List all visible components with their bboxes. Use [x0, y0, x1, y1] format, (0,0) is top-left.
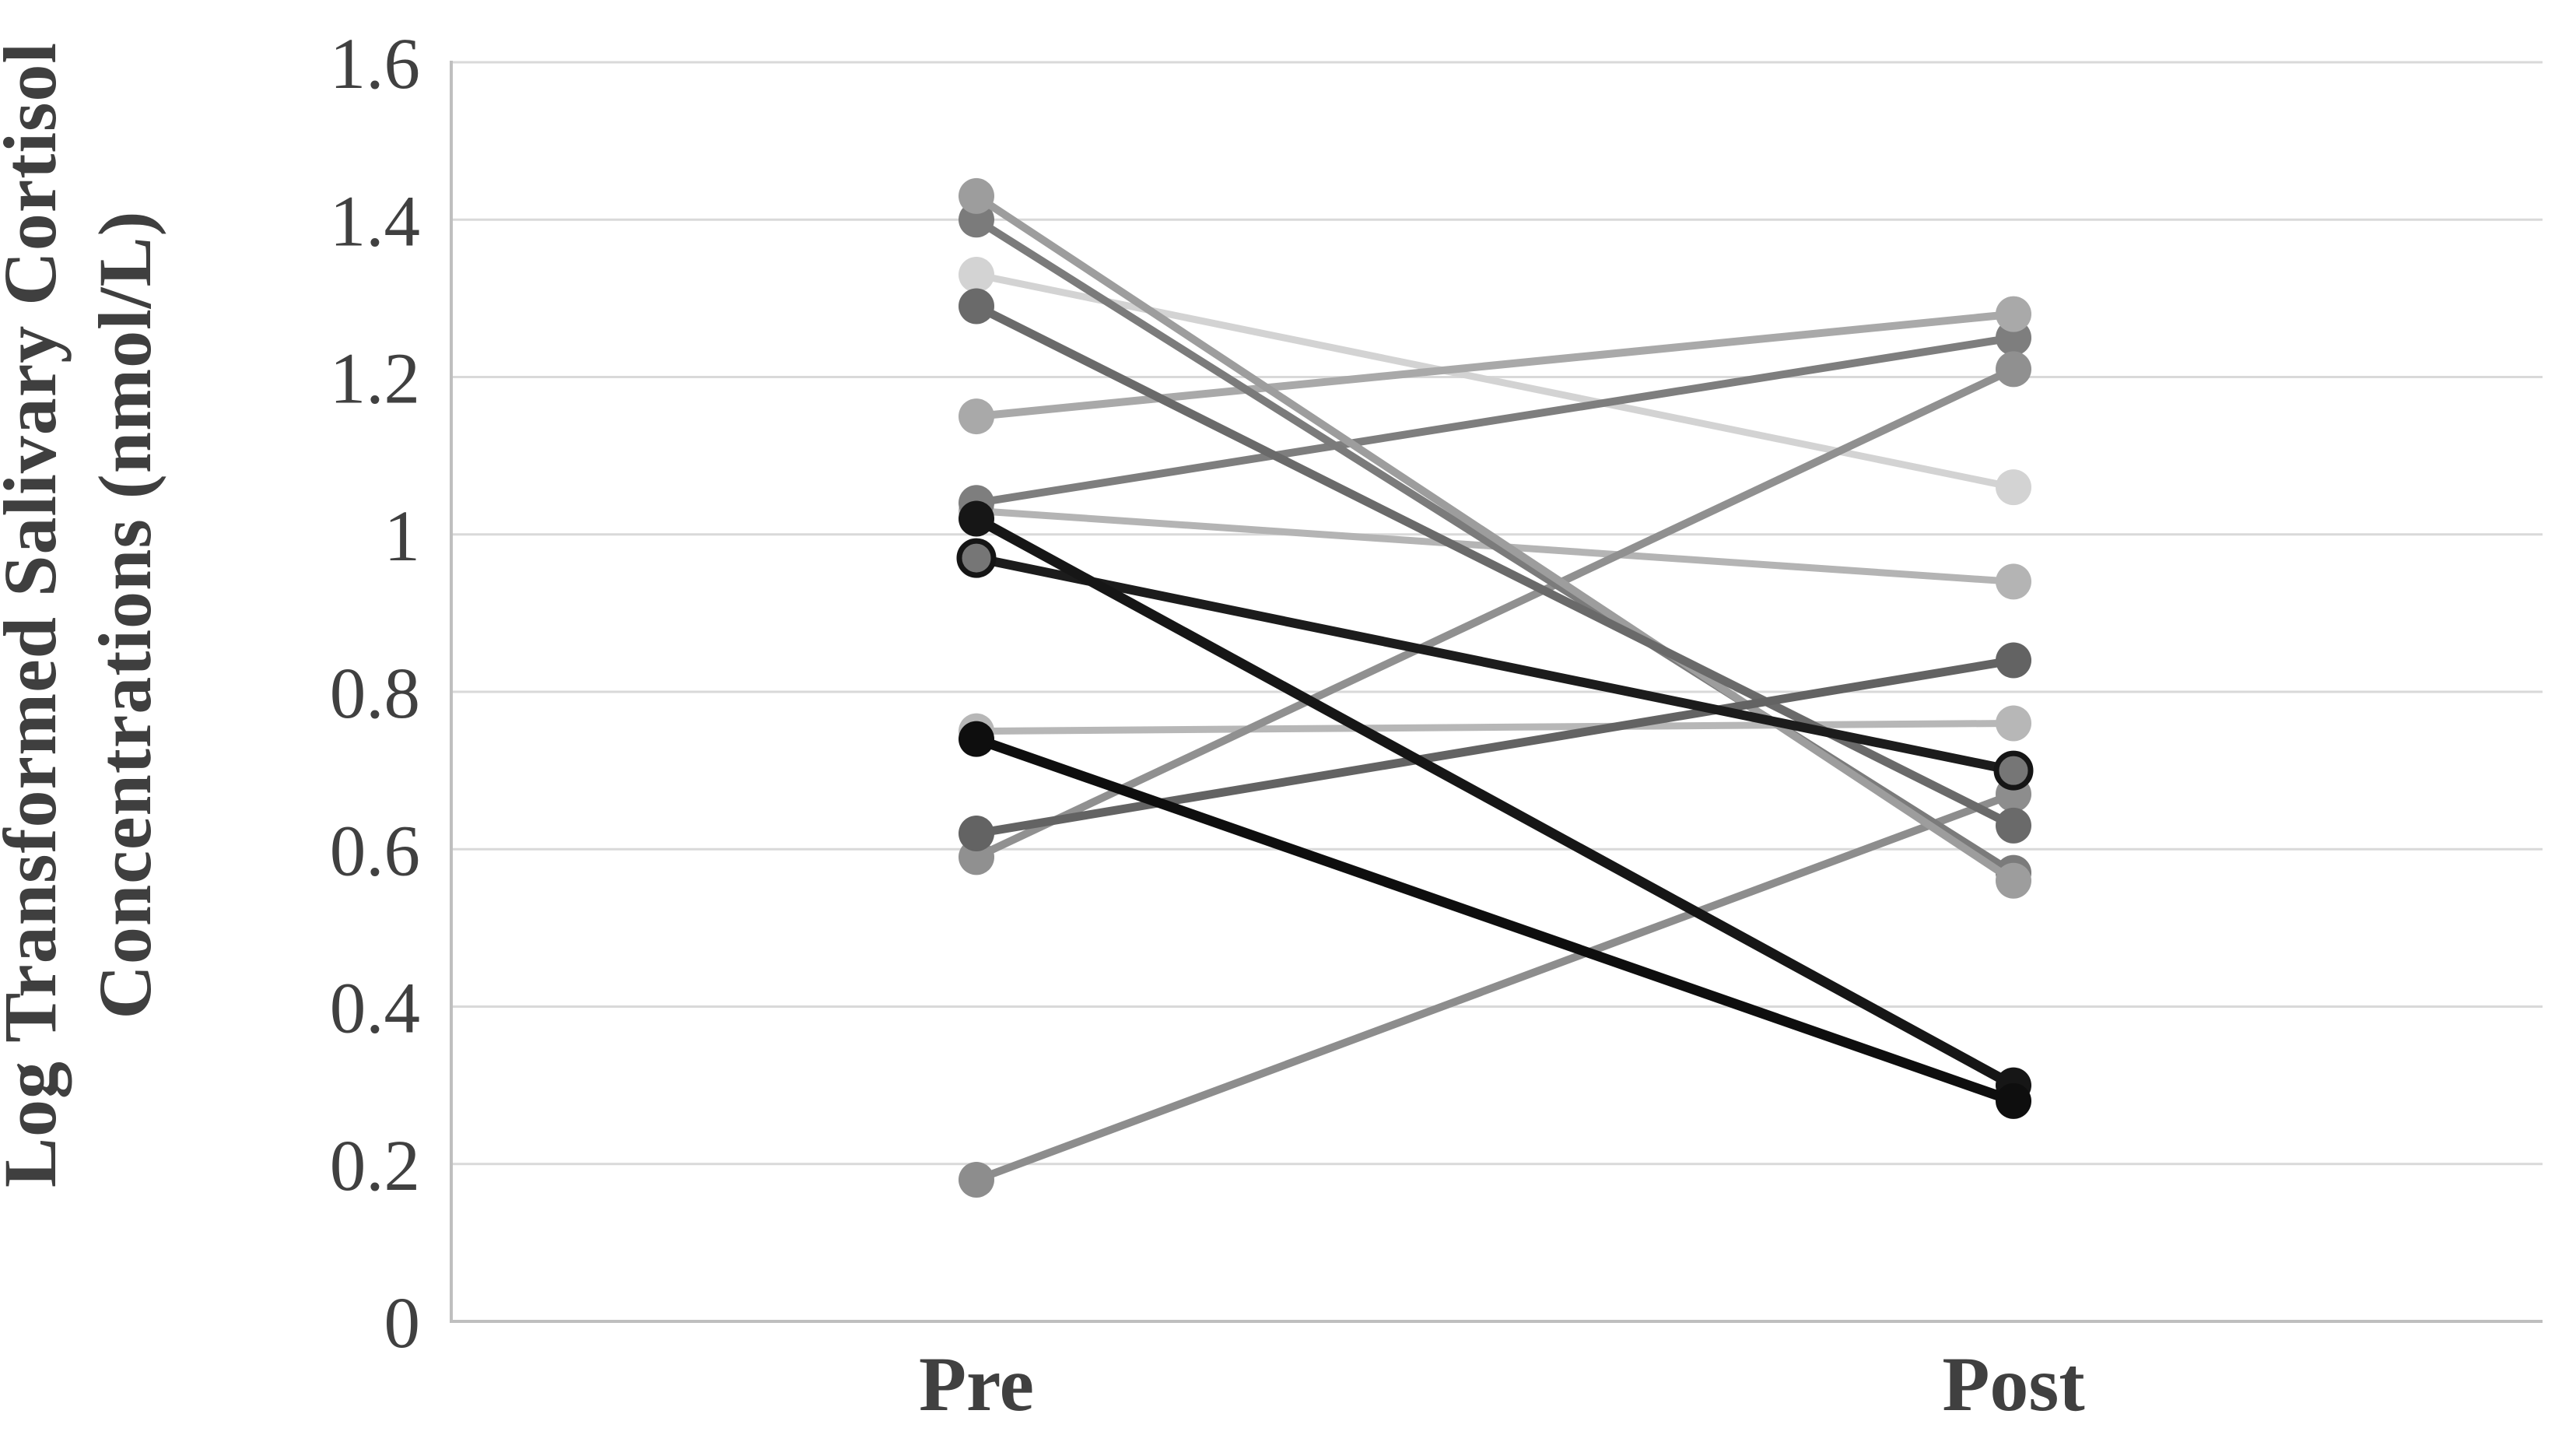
data-point-marker [1993, 750, 2034, 791]
series-line [976, 719, 2014, 735]
y-axis-title-line1: Log Transformed Salivary Cortisol [0, 41, 72, 1188]
data-point-marker [1996, 351, 2031, 388]
series-line [974, 192, 2016, 884]
data-point-marker [956, 538, 997, 578]
series-line [975, 553, 2015, 776]
y-tick-label: 1 [384, 496, 421, 577]
data-point-marker [1996, 642, 2031, 679]
y-tick-label: 0 [384, 1283, 421, 1363]
axis-labels-group: 1.6 1.4 1.2 1 0.8 0.6 0.4 0.2 0 Pre Post [330, 24, 2085, 1427]
data-point-marker [1996, 469, 2031, 506]
data-point-marker [959, 257, 994, 293]
data-point-marker [959, 1161, 994, 1198]
data-point-marker [1996, 1082, 2031, 1119]
y-axis-title-line2: Concentrations (nmol/L) [83, 210, 166, 1019]
data-point-marker [959, 398, 994, 435]
y-tick-label: 0.8 [330, 654, 420, 734]
x-category-label: Post [1942, 1341, 2084, 1427]
y-tick-label: 1.2 [330, 339, 420, 419]
data-point-marker [959, 721, 994, 757]
y-tick-label: 0.2 [330, 1126, 420, 1206]
data-point-marker [959, 500, 994, 537]
data-point-marker [959, 177, 994, 214]
data-point-marker [959, 288, 994, 325]
series-line [976, 310, 2014, 421]
series-line [975, 790, 2015, 1184]
gridlines-group [451, 61, 2543, 1323]
series-line [974, 734, 2016, 1106]
data-point-marker [1996, 705, 2031, 742]
data-point-marker [1996, 862, 2031, 899]
y-tick-label: 1.4 [330, 181, 420, 261]
data-point-marker [1996, 296, 2031, 332]
y-tick-label: 1.6 [330, 24, 420, 104]
series-line [974, 365, 2016, 861]
data-point-marker [1996, 807, 2031, 844]
data-point-marker [959, 816, 994, 852]
series-group [956, 177, 2034, 1198]
y-tick-label: 0.4 [330, 969, 420, 1049]
series-line [973, 514, 2017, 1090]
y-tick-label: 0.6 [330, 811, 420, 891]
series-line [976, 333, 2014, 507]
x-category-label: Pre [919, 1341, 1034, 1427]
data-point-marker [1996, 563, 2031, 600]
y-axis-title: Log Transformed Salivary Cortisol Concen… [0, 31, 182, 1198]
